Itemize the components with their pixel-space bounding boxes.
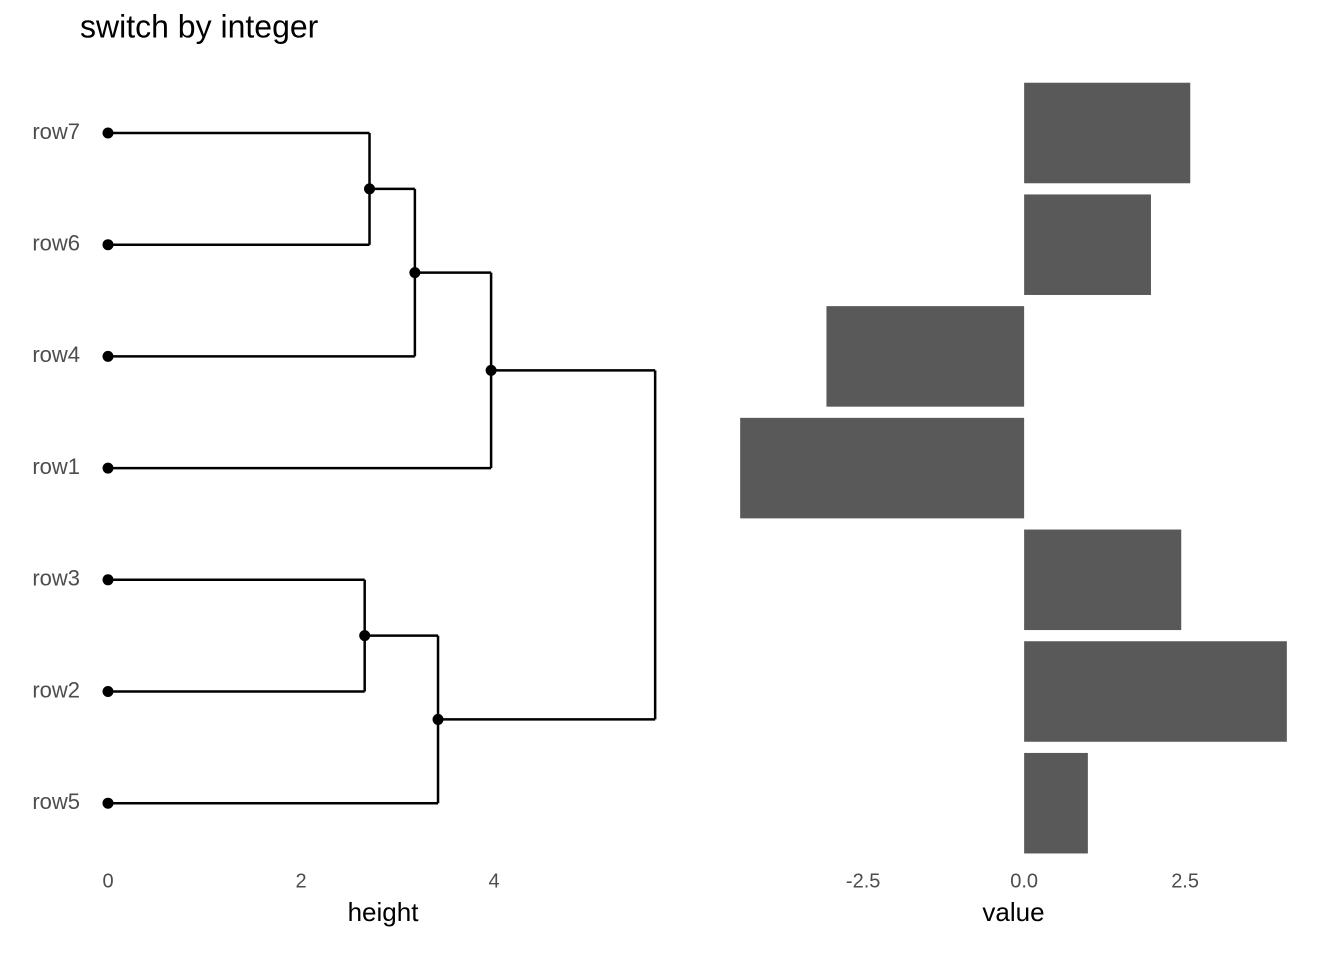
x-tick-label: 2 [295,870,306,892]
y-tick-label: row7 [32,119,80,144]
leaf-point [102,462,114,474]
bar [1024,529,1182,631]
chart-title: switch by integer [80,8,319,44]
bar [1024,752,1088,854]
leaf-point [102,127,114,139]
bar [1024,194,1151,295]
leaf-point [102,350,114,362]
node-point [409,267,421,279]
leaf-point [102,686,114,697]
leaf-point [102,797,114,809]
x-tick-label: -2.5 [846,870,880,892]
x-tick-label: 0 [102,870,113,892]
y-tick-label: row2 [32,677,80,702]
bar [826,306,1025,407]
x-tick-label: 2.5 [1171,870,1199,892]
y-tick-label: row5 [32,789,80,814]
node-point [364,183,376,195]
y-tick-label: row4 [32,342,80,367]
leaf-point [102,574,114,586]
bar [1024,82,1191,184]
node-point [432,713,444,725]
node-point [485,364,497,376]
y-tick-label: row3 [32,566,80,591]
y-tick-label: row1 [32,454,80,479]
bar [740,417,1025,519]
leaf-point [102,239,114,251]
x-tick-label: 4 [488,870,499,892]
x-axis-title: height [348,897,420,927]
y-tick-label: row6 [32,231,80,256]
x-axis-title: value [982,897,1044,927]
node-point [359,630,371,642]
x-tick-label: 0.0 [1010,870,1038,892]
bar [1024,641,1287,742]
